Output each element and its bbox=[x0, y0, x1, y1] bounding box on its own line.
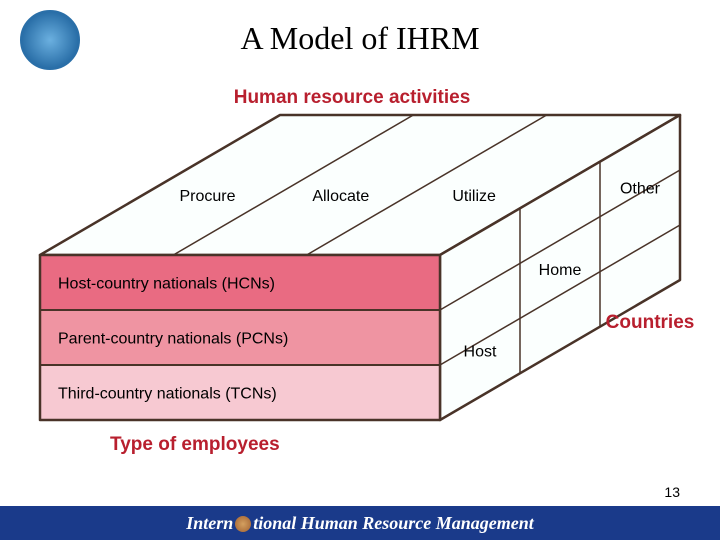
svg-text:Type of employees: Type of employees bbox=[110, 434, 280, 455]
slide-title: A Model of IHRM bbox=[0, 20, 720, 57]
svg-text:Other: Other bbox=[620, 180, 661, 197]
svg-text:Host-country nationals (HCNs): Host-country nationals (HCNs) bbox=[58, 276, 275, 293]
svg-text:Host: Host bbox=[464, 344, 497, 361]
cube-3d: Procure Allocate Utilize Host Home Other Host-… bbox=[0, 60, 720, 480]
svg-text:Human resource activities: Human resource activities bbox=[234, 87, 471, 108]
footer-badge-icon bbox=[235, 516, 251, 532]
ihrm-diagram: Procure Allocate Utilize Host Home Other Host-… bbox=[0, 60, 720, 480]
footer-text: Intern tional Human Resource Management bbox=[186, 513, 534, 534]
footer-post: tional Human Resource Management bbox=[253, 513, 534, 533]
svg-text:Third-country nationals (TCNs): Third-country nationals (TCNs) bbox=[58, 386, 277, 403]
svg-text:Parent-country nationals (PCNs: Parent-country nationals (PCNs) bbox=[58, 331, 288, 348]
footer-pre: Intern bbox=[186, 513, 233, 533]
page-number: 13 bbox=[664, 484, 680, 500]
svg-text:Allocate: Allocate bbox=[312, 188, 369, 205]
svg-text:Procure: Procure bbox=[179, 188, 235, 205]
svg-text:Utilize: Utilize bbox=[452, 188, 496, 205]
svg-text:Home: Home bbox=[539, 262, 582, 279]
footer-bar: Intern tional Human Resource Management bbox=[0, 506, 720, 540]
svg-text:Countries: Countries bbox=[606, 312, 695, 333]
